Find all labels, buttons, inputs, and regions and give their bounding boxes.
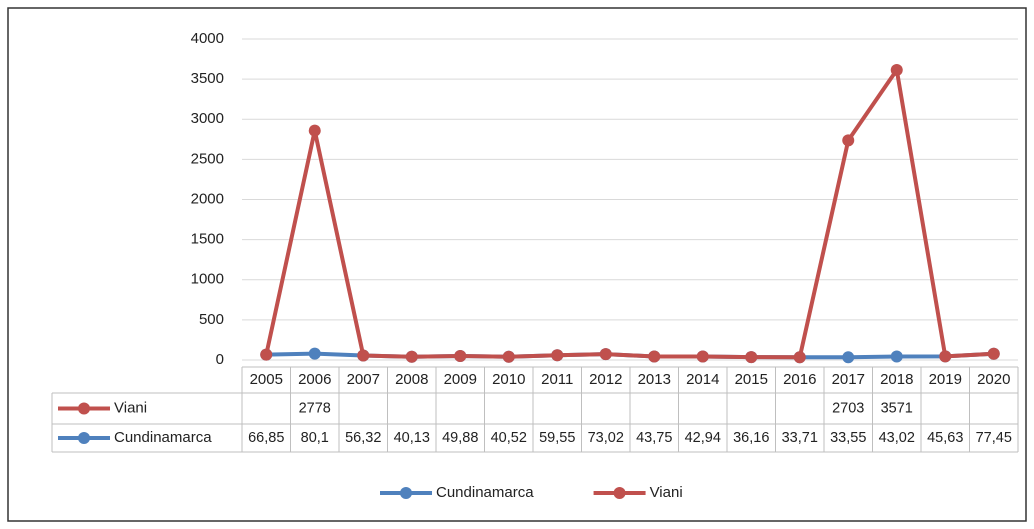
chart-border (7, 7, 1027, 522)
table-value: 40,13 (394, 430, 430, 446)
table-value: 77,45 (976, 430, 1012, 446)
y-tick-label: 3500 (191, 70, 224, 87)
series-marker (357, 349, 370, 362)
series-marker (939, 350, 952, 363)
y-tick-label: 500 (199, 311, 224, 328)
legend-key-marker (400, 487, 412, 499)
series-marker (696, 350, 709, 363)
series-marker (987, 347, 1000, 360)
series-marker (599, 348, 612, 361)
y-tick-label: 3000 (191, 110, 224, 127)
series-marker (260, 348, 273, 361)
legend-label: Viani (650, 484, 683, 501)
table-value: 42,94 (685, 430, 721, 446)
x-tick-label: 2006 (298, 371, 331, 388)
x-tick-label: 2011 (541, 371, 573, 388)
table-value: 43,75 (636, 430, 672, 446)
x-tick-label: 2020 (977, 371, 1010, 388)
y-tick-label: 2500 (191, 150, 224, 167)
x-tick-label: 2013 (638, 371, 671, 388)
x-tick-label: 2009 (444, 371, 477, 388)
table-value: 3571 (881, 400, 913, 416)
series-marker (405, 350, 418, 363)
x-tick-label: 2015 (735, 371, 768, 388)
series-line (264, 67, 994, 360)
x-tick-label: 2012 (589, 371, 622, 388)
table-value: 49,88 (442, 430, 478, 446)
legend-label: Cundinamarca (436, 484, 534, 501)
table-value: 80,1 (301, 430, 329, 446)
x-tick-label: 2019 (929, 371, 962, 388)
series-marker (308, 124, 321, 137)
table-value: 2703 (832, 400, 864, 416)
table-value: 66,85 (248, 430, 284, 446)
x-tick-label: 2018 (880, 371, 913, 388)
table-value: 40,52 (491, 430, 527, 446)
x-tick-label: 2017 (832, 371, 865, 388)
x-tick-label: 2014 (686, 371, 719, 388)
x-tick-label: 2010 (492, 371, 525, 388)
legend-key-marker (78, 432, 90, 444)
series-marker (745, 351, 758, 364)
table-series-name: Cundinamarca (114, 429, 212, 446)
table-value: 45,63 (927, 430, 963, 446)
table-value: 36,16 (733, 430, 769, 446)
table-value: 59,55 (539, 430, 575, 446)
x-tick-label: 2016 (783, 371, 816, 388)
series-marker (454, 349, 467, 362)
series-marker (793, 351, 806, 364)
y-tick-label: 0 (216, 351, 224, 368)
series-marker (890, 350, 903, 363)
x-tick-label: 2005 (250, 371, 283, 388)
series-marker (842, 134, 855, 147)
series-marker (502, 350, 515, 363)
table-value: 33,55 (830, 430, 866, 446)
table-value: 2778 (299, 400, 331, 416)
table-series-name: Viani (114, 399, 147, 416)
legend-key-marker (78, 402, 90, 415)
series-marker (890, 63, 903, 76)
table-value: 56,32 (345, 430, 381, 446)
table-value: 33,71 (782, 430, 818, 446)
series-marker (842, 351, 855, 364)
series-marker (551, 349, 564, 362)
y-tick-label: 1500 (191, 231, 224, 248)
x-tick-label: 2007 (347, 371, 380, 388)
y-tick-label: 1000 (191, 271, 224, 288)
series-marker (648, 350, 661, 363)
series-marker (308, 347, 321, 360)
table-value: 43,02 (879, 430, 915, 446)
x-tick-label: 2008 (395, 371, 428, 388)
table-value: 73,02 (588, 430, 624, 446)
y-tick-label: 4000 (191, 30, 224, 47)
y-tick-label: 2000 (191, 190, 224, 207)
legend-key-marker (613, 487, 626, 499)
